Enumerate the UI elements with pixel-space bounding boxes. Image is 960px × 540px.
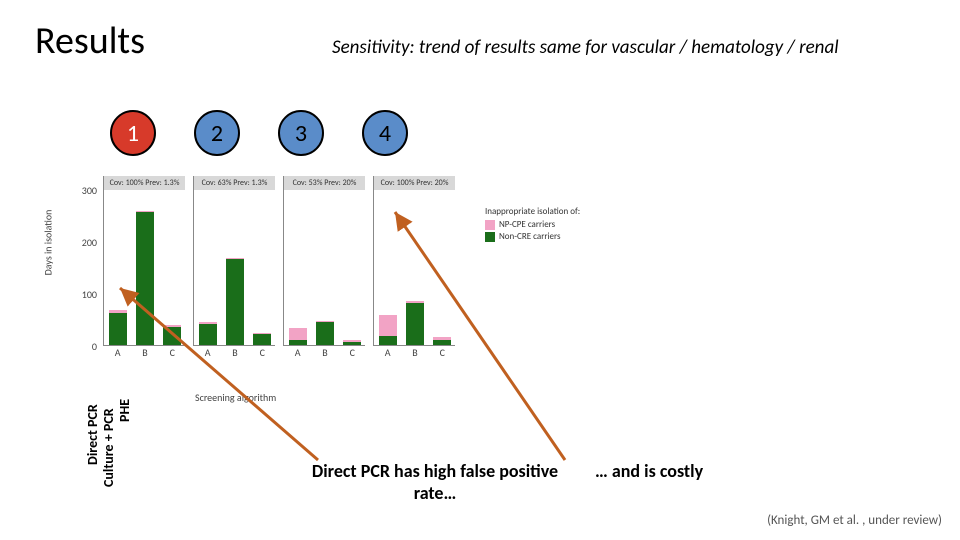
bar-green	[289, 340, 307, 345]
circle-2: 2	[194, 110, 240, 156]
x-axis-label: Screening algorithm	[195, 391, 276, 404]
bar-pink	[199, 322, 217, 324]
ytick: 100	[73, 288, 97, 301]
chart-panel: Cov: 100% Prev: 1.3%ABC	[103, 176, 185, 346]
chart-panel: Cov: 100% Prev: 20%ABC	[373, 176, 455, 346]
chart-panel: Cov: 53% Prev: 20%ABC	[283, 176, 365, 346]
x-category-label: C	[163, 346, 181, 359]
bar-green	[136, 212, 154, 345]
subtitle: Sensitivity: trend of results same for v…	[332, 36, 839, 59]
method-direct-pcr: Direct PCR	[85, 404, 100, 465]
bar-pink	[163, 325, 181, 327]
x-category-label: A	[199, 346, 217, 359]
caption-false-positive: Direct PCR has high false positive rate…	[295, 460, 575, 504]
legend-label-0: NP-CPE carriers	[499, 219, 555, 230]
bar-pink	[316, 321, 334, 323]
legend-label-1: Non-CRE carriers	[499, 231, 561, 242]
x-category-label: A	[289, 346, 307, 359]
isolation-days-chart: Days in isolation 0100200300 Cov: 100% P…	[65, 176, 463, 374]
ytick: 0	[73, 340, 97, 353]
x-category-label: B	[316, 346, 334, 359]
panel-strip-label: Cov: 63% Prev: 1.3%	[194, 176, 275, 190]
x-category-label: A	[379, 346, 397, 359]
panel-strip-label: Cov: 100% Prev: 20%	[374, 176, 455, 190]
bar-green	[406, 303, 424, 345]
bar-green	[163, 327, 181, 345]
bar-green	[199, 324, 217, 345]
page-title: Results	[35, 18, 145, 64]
ytick: 200	[73, 236, 97, 249]
x-category-label: B	[226, 346, 244, 359]
bar-pink	[433, 337, 451, 340]
bar-green	[253, 334, 271, 345]
bar-pink	[406, 301, 424, 304]
x-category-label: C	[343, 346, 361, 359]
x-category-label: A	[109, 346, 127, 359]
bar-pink	[109, 310, 127, 313]
circle-4: 4	[362, 110, 408, 156]
method-phe: PHE	[117, 399, 132, 422]
caption-costly: … and is costly	[595, 460, 703, 482]
legend-swatch-green	[485, 232, 495, 242]
bar-green	[379, 336, 397, 345]
panel-number-circles: 1 2 3 4	[110, 110, 408, 156]
panel-strip-label: Cov: 100% Prev: 1.3%	[104, 176, 185, 190]
bar-green	[433, 340, 451, 345]
bar-pink	[343, 340, 361, 342]
bar-green	[226, 259, 244, 345]
x-category-label: B	[136, 346, 154, 359]
bar-pink	[226, 258, 244, 259]
bar-pink	[379, 315, 397, 336]
bar-pink	[253, 333, 271, 334]
panel-strip-label: Cov: 53% Prev: 20%	[284, 176, 365, 190]
ytick: 300	[73, 184, 97, 197]
bar-pink	[136, 211, 154, 213]
circle-1: 1	[110, 110, 156, 156]
x-category-label: C	[433, 346, 451, 359]
x-category-label: C	[253, 346, 271, 359]
citation: (Knight, GM et al. , under review)	[767, 513, 942, 528]
circle-3: 3	[278, 110, 324, 156]
legend-title: Inappropriate isolation of:	[485, 206, 605, 217]
y-axis-label: Days in isolation	[41, 210, 54, 276]
chart-panel: Cov: 63% Prev: 1.3%ABC	[193, 176, 275, 346]
x-category-label: B	[406, 346, 424, 359]
bar-pink	[289, 328, 307, 339]
legend-swatch-pink	[485, 220, 495, 230]
bar-green	[316, 322, 334, 345]
bar-green	[343, 342, 361, 345]
method-culture-pcr: Culture + PCR	[101, 408, 116, 487]
chart-legend: Inappropriate isolation of: NP-CPE carri…	[485, 206, 605, 243]
bar-green	[109, 313, 127, 345]
